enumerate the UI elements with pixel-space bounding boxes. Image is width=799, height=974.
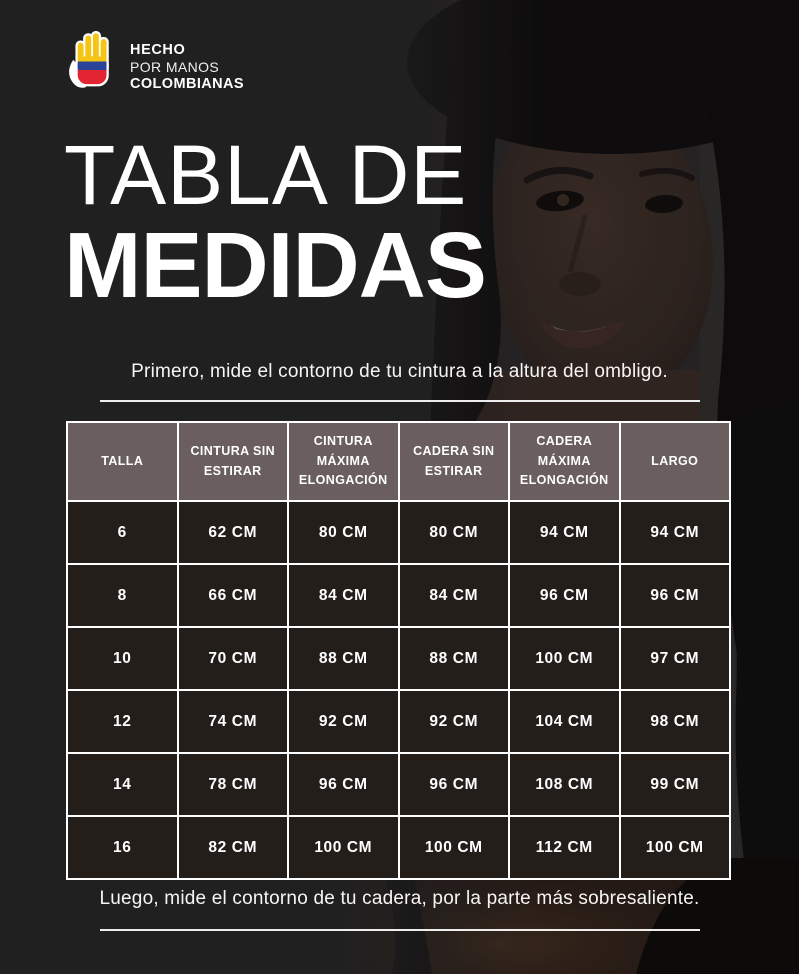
column-header-cadera-sin-estirar: CADERA SIN ESTIRAR	[397, 421, 510, 502]
table-cell: 62 CM	[176, 500, 289, 565]
table-cell: 78 CM	[176, 752, 289, 817]
brand-name-line3: COLOMBIANAS	[130, 75, 244, 92]
table-row-size-14: 14 78 CM 96 CM 96 CM 108 CM 99 CM	[66, 752, 731, 817]
table-cell: 94 CM	[508, 500, 621, 565]
instruction-waist: Primero, mide el contorno de tu cintura …	[131, 361, 668, 382]
table-cell: 8	[66, 563, 179, 628]
table-cell: 10	[66, 626, 179, 691]
table-cell: 88 CM	[287, 626, 400, 691]
divider-bottom	[100, 929, 700, 931]
table-cell: 104 CM	[508, 689, 621, 754]
table-cell: 12	[66, 689, 179, 754]
table-cell: 14	[66, 752, 179, 817]
table-cell: 82 CM	[176, 815, 289, 880]
table-cell: 100 CM	[287, 815, 400, 880]
table-cell: 88 CM	[397, 626, 510, 691]
size-table-header-row: TALLA CINTURA SIN ESTIRAR CINTURA MÁXIMA…	[66, 421, 731, 502]
page-title-line2: MEDIDAS	[64, 213, 487, 317]
table-row-size-6: 6 62 CM 80 CM 80 CM 94 CM 94 CM	[66, 500, 731, 565]
brand-name-line1: HECHO	[130, 42, 186, 59]
page-title-line1: TABLA DE	[64, 128, 468, 222]
table-cell: 96 CM	[618, 563, 731, 628]
table-cell: 6	[66, 500, 179, 565]
table-cell: 74 CM	[176, 689, 289, 754]
column-header-talla: TALLA	[66, 421, 179, 502]
table-cell: 84 CM	[287, 563, 400, 628]
size-table: TALLA CINTURA SIN ESTIRAR CINTURA MÁXIMA…	[66, 421, 731, 880]
table-cell: 92 CM	[397, 689, 510, 754]
table-cell: 80 CM	[287, 500, 400, 565]
table-cell: 66 CM	[176, 563, 289, 628]
instruction-hip: Luego, mide el contorno de tu cadera, po…	[99, 888, 700, 909]
table-cell: 84 CM	[397, 563, 510, 628]
colombia-hand-icon	[69, 31, 109, 88]
column-header-cadera-maxima: CADERA MÁXIMA ELONGACIÓN	[508, 421, 621, 502]
table-cell: 108 CM	[508, 752, 621, 817]
brand-name-line2: POR MANOS	[130, 59, 220, 76]
table-cell: 92 CM	[287, 689, 400, 754]
table-cell: 100 CM	[397, 815, 510, 880]
table-row-size-10: 10 70 CM 88 CM 88 CM 100 CM 97 CM	[66, 626, 731, 691]
table-cell: 100 CM	[618, 815, 731, 880]
brand-name: HECHO POR MANOS COLOMBIANAS	[130, 42, 244, 93]
table-cell: 96 CM	[397, 752, 510, 817]
table-cell: 98 CM	[618, 689, 731, 754]
brand-logo: HECHO POR MANOS COLOMBIANAS	[66, 29, 244, 97]
divider-top	[100, 400, 700, 402]
table-row-size-8: 8 66 CM 84 CM 84 CM 96 CM 96 CM	[66, 563, 731, 628]
table-cell: 16	[66, 815, 179, 880]
table-cell: 96 CM	[287, 752, 400, 817]
table-cell: 100 CM	[508, 626, 621, 691]
table-cell: 96 CM	[508, 563, 621, 628]
table-cell: 99 CM	[618, 752, 731, 817]
table-cell: 70 CM	[176, 626, 289, 691]
table-cell: 97 CM	[618, 626, 731, 691]
table-row-size-12: 12 74 CM 92 CM 92 CM 104 CM 98 CM	[66, 689, 731, 754]
table-cell: 94 CM	[618, 500, 731, 565]
column-header-cintura-maxima: CINTURA MÁXIMA ELONGACIÓN	[287, 421, 400, 502]
table-row-size-16: 16 82 CM 100 CM 100 CM 112 CM 100 CM	[66, 815, 731, 880]
table-cell: 112 CM	[508, 815, 621, 880]
column-header-cintura-sin-estirar: CINTURA SIN ESTIRAR	[176, 421, 289, 502]
column-header-largo: LARGO	[618, 421, 731, 502]
table-cell: 80 CM	[397, 500, 510, 565]
